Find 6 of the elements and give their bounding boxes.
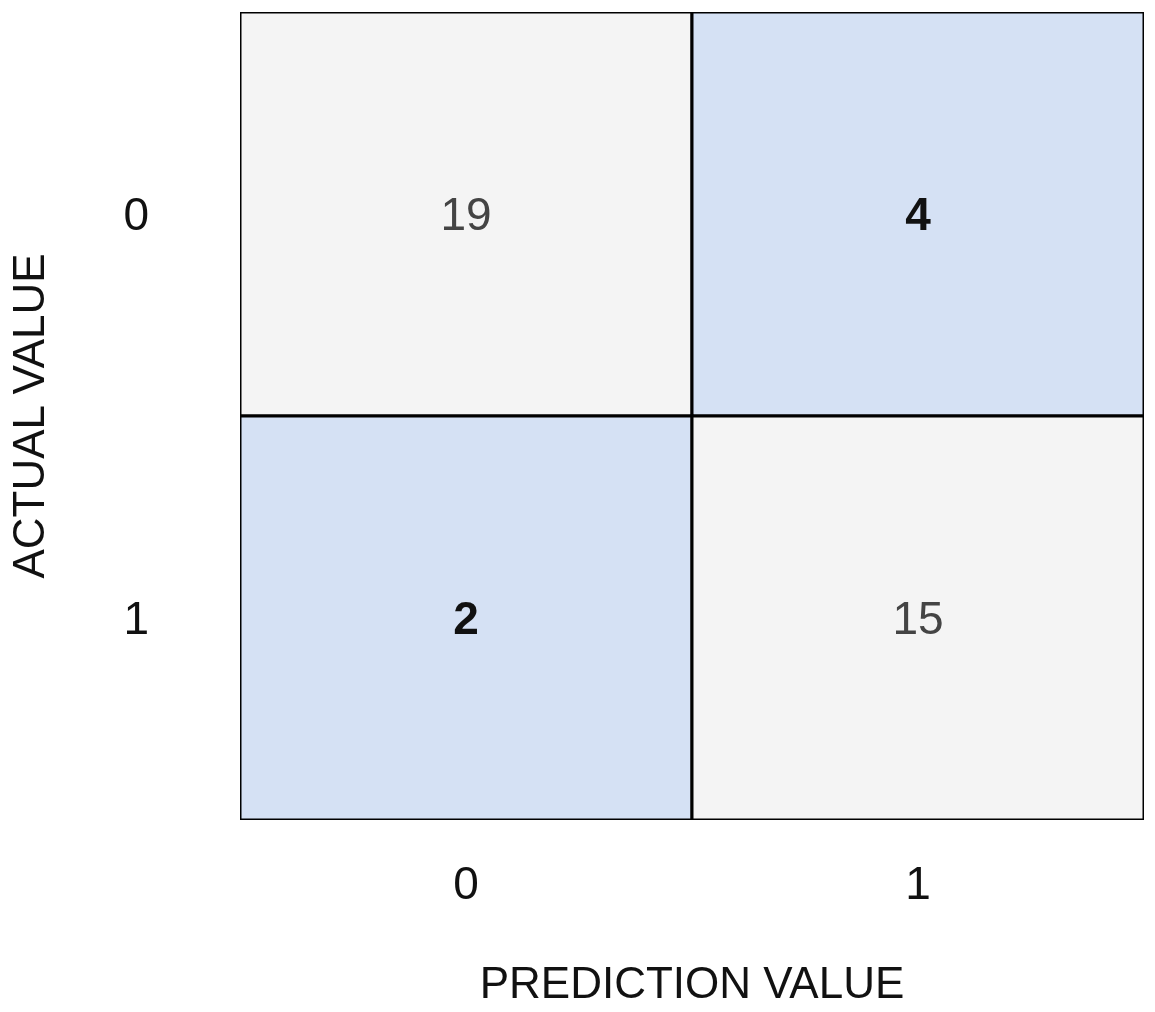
- data-label: 15: [892, 592, 944, 644]
- x-axis-title: PREDICTION VALUE: [479, 958, 905, 1007]
- y-axis-title: ACTUAL VALUE: [3, 253, 53, 579]
- data-label: 19: [440, 188, 492, 240]
- data-label: 4: [905, 188, 932, 240]
- data-label: 2: [453, 592, 479, 644]
